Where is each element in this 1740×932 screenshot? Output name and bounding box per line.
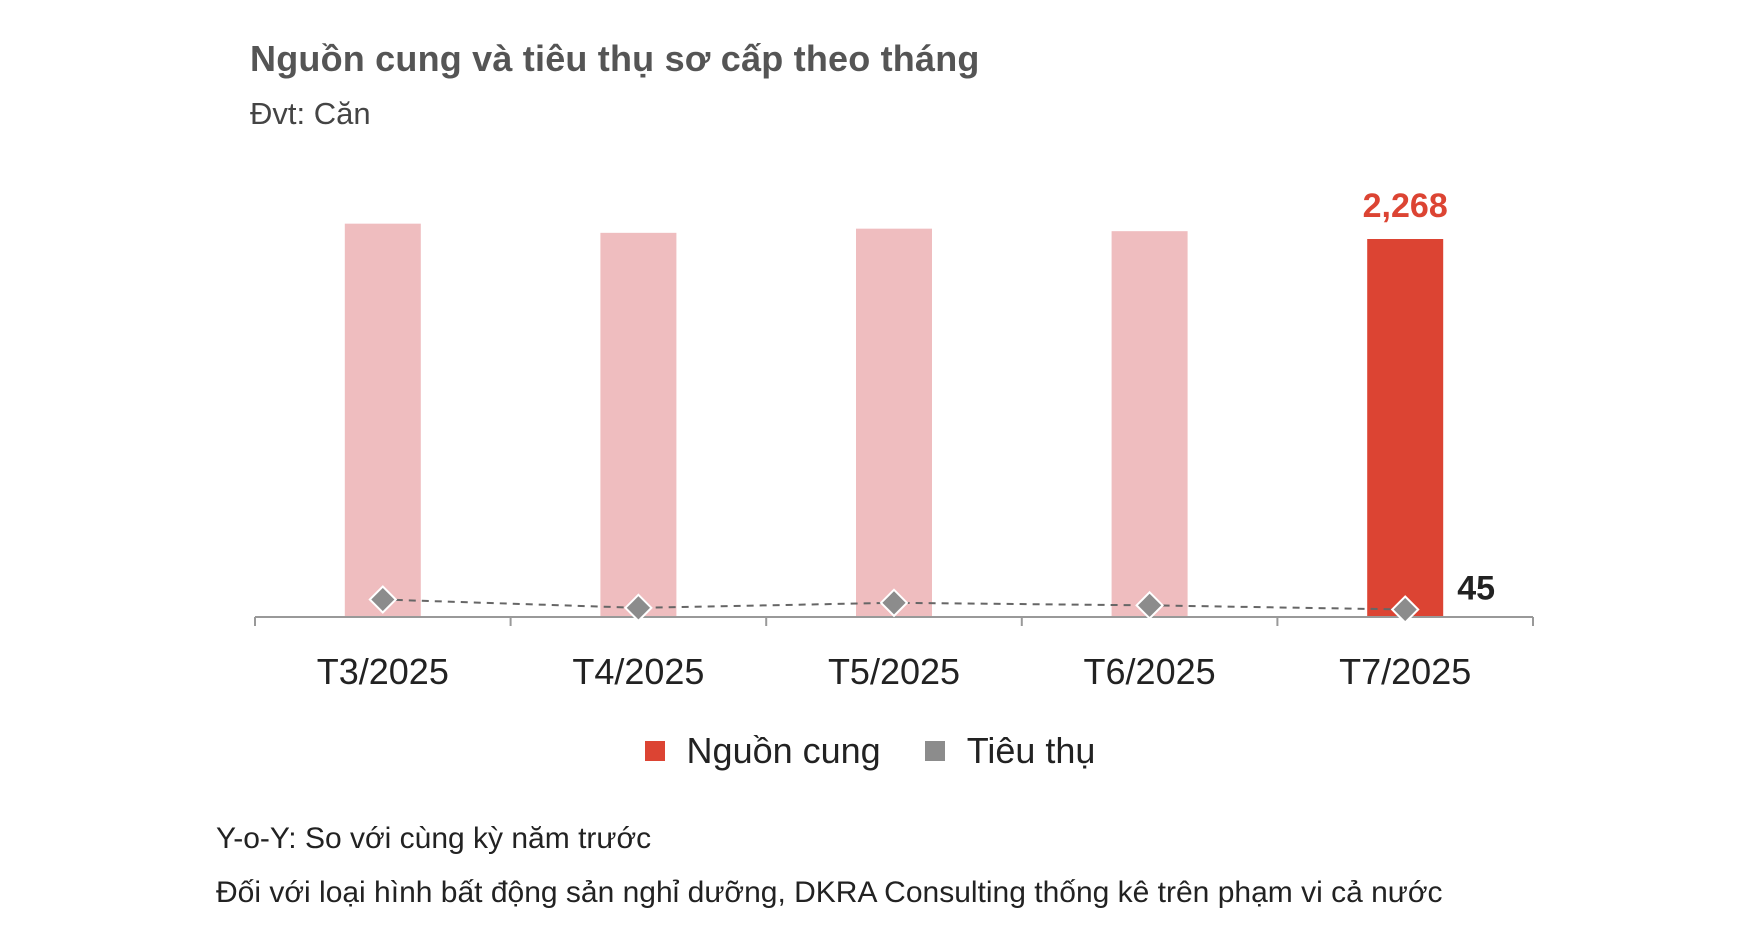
chart-unit: Đvt: Căn [250, 96, 371, 131]
marker-consumption-T6/2025 [1135, 590, 1165, 620]
footnote-yoy: Y-o-Y: So với cùng kỳ năm trước [216, 822, 652, 855]
bar-supply-T6/2025 [1111, 231, 1188, 617]
x-tick-label-T6/2025: T6/2025 [1084, 651, 1216, 692]
legend-label-consumption: Tiêu thụ [966, 730, 1096, 771]
data-label-supply: 2,268 [1363, 187, 1448, 225]
legend-item-supply: Nguồn cung [644, 730, 881, 772]
chart-canvas: 2,268 T3/2025 T4/2025 T5/2025 T6/2025 T7/2025… [254, 187, 1534, 692]
footnote-scope: Đối với loại hình bất động sản nghỉ dưỡn… [216, 876, 1443, 909]
chart-legend: Nguồn cung Tiêu thụ [0, 730, 1740, 772]
data-label-consumption: 45 [1457, 570, 1495, 608]
marker-consumption-T5/2025 [879, 588, 909, 618]
marker-consumption-T3/2025 [368, 585, 398, 614]
x-tick-label-T5/2025: T5/2025 [828, 651, 960, 692]
bar-supply-T5/2025 [856, 228, 932, 617]
legend-swatch-supply [644, 741, 665, 761]
bar-supply-T4/2025 [600, 232, 677, 618]
x-tick-label-T4/2025: T4/2025 [572, 651, 704, 692]
bar-supply-T3/2025 [344, 223, 421, 617]
bar-supply-T7/2025 [1367, 239, 1444, 617]
legend-label-supply: Nguồn cung [686, 730, 881, 771]
legend-item-consumption: Tiêu thụ [924, 730, 1096, 772]
marker-consumption-T4/2025 [623, 593, 653, 623]
legend-swatch-consumption [924, 741, 945, 761]
marker-consumption-T7/2025 [1390, 595, 1420, 624]
x-tick-label-T7/2025: T7/2025 [1339, 651, 1471, 692]
x-tick-label-T3/2025: T3/2025 [317, 651, 449, 692]
chart-title: Nguồn cung và tiêu thụ sơ cấp theo tháng [250, 38, 980, 79]
